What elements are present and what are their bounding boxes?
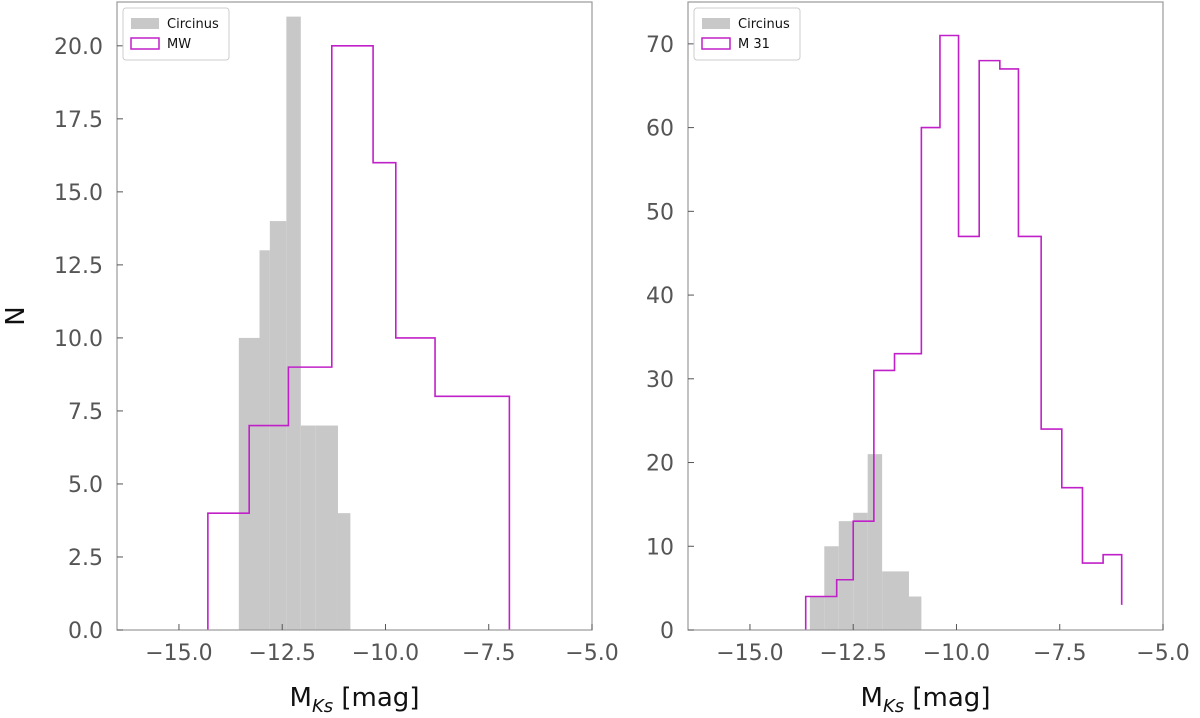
legend-swatch-step: [701, 37, 731, 50]
legend-swatch-filled: [702, 18, 730, 29]
histogram-bar: [824, 546, 839, 630]
series-circinus: [809, 454, 922, 630]
x-tick-label: −5.0: [565, 641, 618, 666]
x-tick-label: −15.0: [145, 641, 212, 666]
legend: Circinus M 31: [693, 7, 801, 61]
y-tick-label: 10.0: [54, 327, 103, 352]
y-tick-label: 0.0: [68, 619, 103, 644]
panel-right-m31: −15.0 −12.5 −10.0 −7.5 −5.0 0 10 20 30 40 50 60 70 MK…: [646, 1, 1190, 717]
x-axis-label: MKs [mag]: [861, 683, 991, 717]
histogram-bar: [300, 425, 316, 630]
series-mw: [207, 45, 511, 630]
histogram-bar: [809, 596, 825, 630]
x-tick-label: −7.5: [462, 641, 515, 666]
histogram-bar: [838, 521, 854, 630]
x-tick-label: −10.0: [352, 641, 419, 666]
plot-frame: [687, 1, 1164, 631]
histogram-bar: [315, 425, 338, 630]
y-tick-label: 10: [646, 535, 674, 560]
x-tick-label: −15.0: [716, 641, 783, 666]
y-tick-label: 60: [646, 117, 674, 142]
legend-box: [693, 7, 801, 61]
histogram-bar: [286, 16, 301, 630]
series-circinus: [238, 16, 351, 631]
y-tick-label: 40: [646, 284, 674, 309]
histogram-bar: [853, 512, 868, 630]
histogram-bar: [867, 454, 883, 630]
y-tick-label: 20.0: [54, 35, 103, 60]
x-tick-label: −12.5: [249, 641, 316, 666]
legend-swatch-filled: [131, 18, 159, 29]
histogram-bar: [882, 571, 909, 630]
legend: Circinus MW: [122, 7, 230, 61]
legend-swatch-step: [130, 37, 160, 50]
histogram-bar: [259, 250, 270, 631]
x-tick-label: −10.0: [923, 641, 990, 666]
y-tick-label: 17.5: [54, 108, 103, 133]
histogram-bar: [908, 596, 922, 630]
legend-label: Circinus: [167, 17, 219, 32]
y-tick-label: 2.5: [68, 546, 103, 571]
legend-box: [122, 7, 230, 61]
x-tick-label: −7.5: [1033, 641, 1086, 666]
y-tick-label: 30: [646, 368, 674, 393]
panel-left-milky-way: −15.0 −12.5 −10.0 −7.5 −5.0 0.0 2.5 5.0 7.5 10.0 1…: [1, 1, 619, 717]
y-tick-label: 0: [660, 619, 674, 644]
y-tick-label: 5.0: [68, 473, 103, 498]
legend-label: MW: [167, 37, 191, 52]
y-axis-label: N: [1, 306, 31, 325]
histogram-bar: [337, 513, 351, 630]
plot-frame: [116, 1, 593, 631]
x-tick-label: −12.5: [820, 641, 887, 666]
legend-label: M 31: [738, 37, 770, 52]
series-m-31: [804, 34, 1123, 630]
x-axis-label: MKs [mag]: [290, 683, 420, 717]
y-tick-label: 15.0: [54, 181, 103, 206]
x-tick-label: −5.0: [1136, 641, 1189, 666]
histogram-step-line: [804, 34, 1123, 630]
y-tick-label: 50: [646, 200, 674, 225]
histogram-step-line: [207, 45, 511, 630]
legend-label: Circinus: [738, 17, 790, 32]
y-tick-label: 70: [646, 33, 674, 58]
y-tick-label: 20: [646, 452, 674, 477]
y-tick-label: 7.5: [68, 400, 103, 425]
y-tick-label: 12.5: [54, 254, 103, 279]
